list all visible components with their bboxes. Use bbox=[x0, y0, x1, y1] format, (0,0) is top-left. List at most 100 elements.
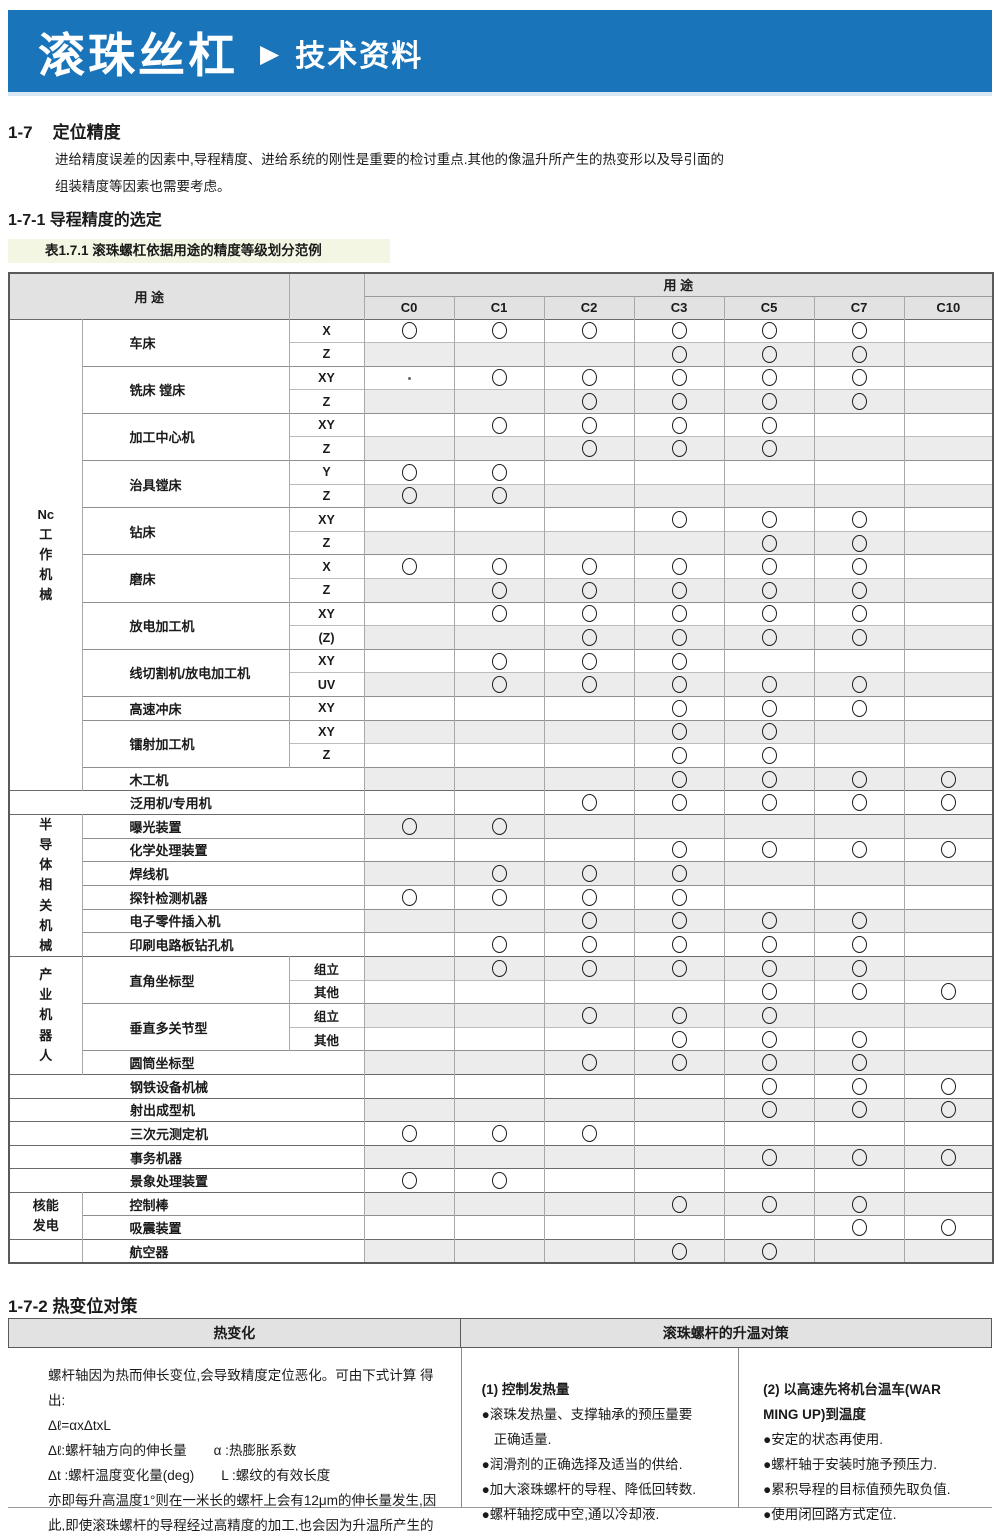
grade-cell bbox=[633, 1121, 725, 1146]
group-label-line: 半 bbox=[39, 816, 53, 832]
circle-mark bbox=[491, 1124, 507, 1142]
thermal-paragraph: Δt :螺杆温度变化量(deg) L :螺纹的有效长度 bbox=[48, 1467, 331, 1483]
machine-name-cell: 圆筒坐标型 bbox=[81, 1050, 365, 1075]
table-row: Z bbox=[9, 530, 994, 555]
grade-cell bbox=[903, 766, 994, 791]
grade-cell bbox=[363, 719, 455, 744]
grade-cell bbox=[543, 342, 635, 367]
grade-cell bbox=[453, 460, 545, 485]
machine-name-cell: 加工中心机 bbox=[81, 412, 290, 461]
group-label-line: 机 bbox=[39, 917, 53, 933]
circle-mark bbox=[581, 888, 597, 906]
circle-mark bbox=[761, 841, 777, 859]
circle-mark bbox=[851, 1148, 867, 1166]
grade-cell bbox=[723, 979, 815, 1004]
circle-mark bbox=[491, 1172, 507, 1190]
axis-cell: 组立 bbox=[288, 1003, 365, 1028]
heat-control-column: (1) 控制发热量 ●滚珠发热量、支撑轴承的预压量要 正确适量. ●润滑剂的正确选择… bbox=[460, 1348, 738, 1522]
grade-cell bbox=[903, 412, 994, 437]
grade-cell bbox=[633, 955, 725, 981]
grade-cell bbox=[543, 1097, 635, 1122]
circle-mark bbox=[581, 794, 597, 812]
machine-name-cell: 化学处理装置 bbox=[81, 837, 365, 862]
table-row: Z bbox=[9, 483, 994, 508]
circle-mark bbox=[671, 440, 687, 458]
grade-cell bbox=[543, 837, 635, 862]
group-label-line: 人 bbox=[39, 1047, 53, 1063]
grade-cell bbox=[543, 1144, 635, 1169]
circle-mark bbox=[761, 605, 777, 623]
grade-cell bbox=[633, 436, 725, 461]
machine-name-cell: 控制棒 bbox=[81, 1191, 365, 1216]
warmup-column: (2) 以高速先将机台温车(WAR MING UP)到温度 ●安定的状态再使用. ●… bbox=[738, 1348, 992, 1522]
grade-cell bbox=[633, 530, 725, 555]
grade-cell bbox=[813, 365, 905, 390]
machine-name-cell: 钢铁设备机械 bbox=[8, 1073, 365, 1099]
grade-cell bbox=[813, 412, 905, 437]
thermal-paragraph: Δℓ=αxΔtxL bbox=[48, 1417, 111, 1433]
grade-cell bbox=[543, 743, 635, 768]
grade-cell bbox=[633, 932, 725, 957]
circle-mark bbox=[671, 558, 687, 576]
circle-mark bbox=[851, 534, 867, 552]
grade-cell bbox=[453, 884, 545, 910]
grade-cell bbox=[453, 1097, 545, 1122]
circle-mark bbox=[581, 1124, 597, 1142]
table-row: 核能 发电 控制棒 bbox=[8, 1191, 994, 1240]
grade-cell bbox=[633, 578, 725, 603]
grade-cell bbox=[723, 908, 815, 933]
grade-cell bbox=[903, 813, 994, 839]
circle-mark bbox=[581, 629, 597, 647]
circle-mark bbox=[940, 1219, 956, 1237]
grade-cell bbox=[453, 436, 545, 461]
grade-cell bbox=[813, 813, 905, 839]
circle-mark bbox=[851, 959, 867, 977]
circle-mark bbox=[851, 1030, 867, 1048]
circle-mark bbox=[761, 511, 777, 529]
thermal-table-header: 热变化 滚珠螺杆的升温对策 bbox=[8, 1318, 992, 1348]
thermal-header-right: 滚珠螺杆的升温对策 bbox=[460, 1318, 992, 1348]
circle-mark bbox=[671, 369, 687, 387]
grade-cell bbox=[633, 483, 725, 508]
bullet-item: ●滚珠发热量、支撑轴承的预压量要 正确适量. bbox=[481, 1406, 693, 1447]
machine-name-cell: 探针检测机器 bbox=[81, 884, 365, 910]
section-title: 定位精度 bbox=[52, 123, 121, 142]
section-heading-1-7-1: 1-7-1 导程精度的选定 bbox=[8, 212, 162, 229]
grade-cell bbox=[723, 436, 815, 461]
axis-cell: X bbox=[288, 318, 365, 343]
grade-cell bbox=[813, 861, 905, 886]
grade-cell bbox=[453, 412, 545, 437]
grade-table-header-row: 用 途用 途 bbox=[8, 272, 994, 319]
grade-cell bbox=[903, 955, 994, 981]
grade-cell bbox=[453, 1073, 545, 1099]
machine-name-cell: 车床 bbox=[81, 318, 290, 367]
circle-mark bbox=[491, 322, 507, 340]
grade-cell bbox=[453, 837, 545, 862]
grade-cell bbox=[453, 979, 545, 1004]
grade-cell bbox=[813, 1097, 905, 1122]
bullet-item: ●螺杆轴于安装时施予预压力. bbox=[763, 1456, 938, 1472]
circle-mark bbox=[761, 393, 777, 411]
machine-name-cell: 磨床 bbox=[81, 554, 290, 603]
machine-name-cell: 木工机 bbox=[81, 766, 365, 791]
circle-mark bbox=[851, 699, 867, 717]
grade-cell bbox=[453, 1050, 545, 1075]
grade-cell bbox=[363, 1144, 455, 1169]
circle-mark bbox=[671, 936, 687, 954]
grade-cell bbox=[903, 507, 994, 532]
grade-cell bbox=[633, 1239, 725, 1264]
grade-cell bbox=[903, 1121, 994, 1146]
grade-cell bbox=[453, 578, 545, 603]
circle-mark bbox=[761, 1054, 777, 1072]
table-row: 线切割机/放电加工机 XY bbox=[9, 648, 994, 697]
grade-cell bbox=[723, 955, 815, 981]
table-row: 泛用机/专用机 bbox=[8, 790, 994, 815]
circle-mark bbox=[581, 1054, 597, 1072]
grade-cell bbox=[363, 884, 455, 910]
circle-mark bbox=[581, 605, 597, 623]
circle-mark bbox=[671, 865, 687, 883]
grade-cell bbox=[363, 483, 455, 508]
grade-cell bbox=[363, 625, 455, 650]
circle-mark bbox=[581, 440, 597, 458]
